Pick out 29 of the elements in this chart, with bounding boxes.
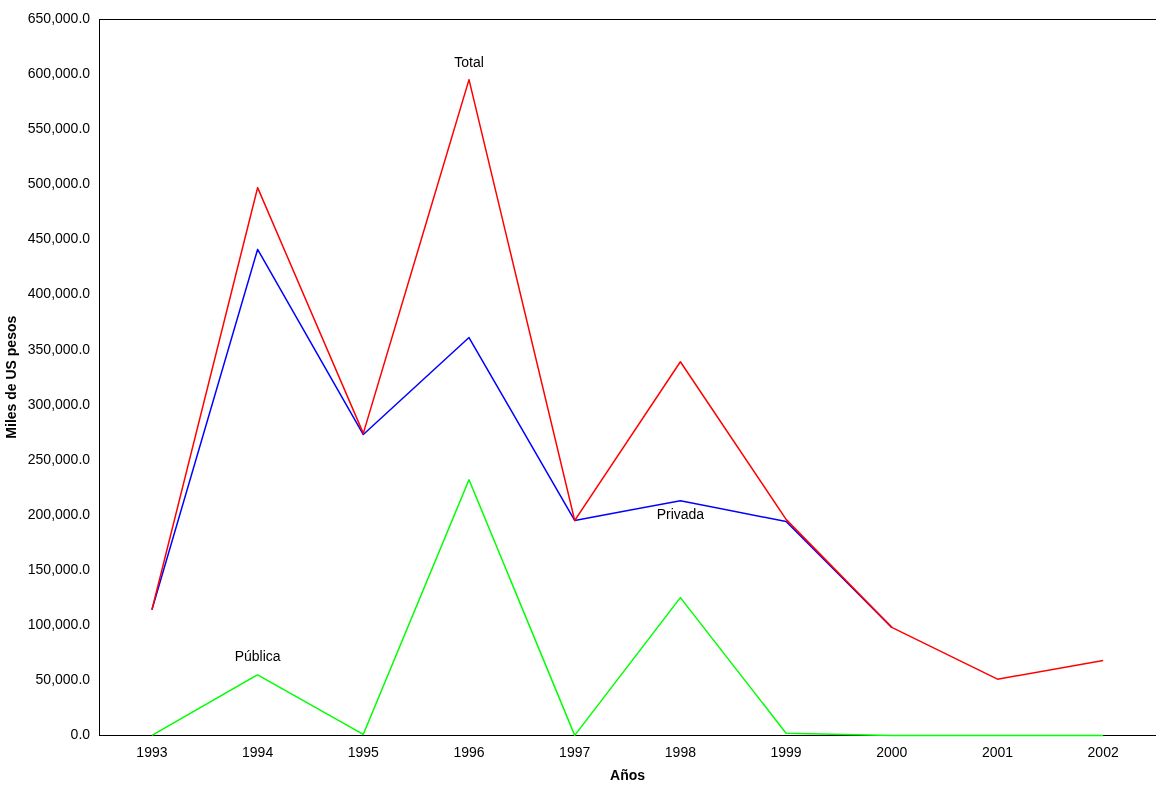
x-tick-label: 2000 [876,743,908,760]
y-axis-title: Miles de US pesos [3,315,20,439]
y-tick-label: 650,000.0 [27,9,91,26]
y-tick-label: 350,000.0 [27,340,91,357]
x-tick-label: 2002 [1087,743,1119,760]
y-tick-label: 250,000.0 [27,450,91,467]
series-label: Pública [234,647,281,664]
y-tick-label: 100,000.0 [27,616,91,633]
x-axis-title: Años [610,767,646,784]
y-tick-label: 200,000.0 [27,505,91,522]
y-tick-label: 150,000.0 [27,560,91,577]
y-tick-label: 300,000.0 [27,395,91,412]
y-tick-label: 400,000.0 [27,285,91,302]
x-tick-label: 1998 [664,743,697,760]
y-tick-label: 50,000.0 [35,671,91,688]
x-tick-label: 1997 [559,743,591,760]
x-tick-label: 1999 [770,743,802,760]
y-tick-label: 550,000.0 [27,120,91,137]
y-tick-label: 0.0 [70,726,91,743]
series-label: Total [454,54,484,71]
y-tick-label: 450,000.0 [27,230,91,247]
y-tick-label: 600,000.0 [27,64,91,81]
x-tick-label: 1995 [347,743,380,760]
x-tick-label: 2001 [981,743,1014,760]
x-tick-label: 1996 [453,743,485,760]
y-tick-label: 500,000.0 [27,175,91,192]
x-tick-label: 1994 [242,743,274,760]
series-label: Privada [656,505,705,522]
x-tick-label: 1993 [136,743,168,760]
